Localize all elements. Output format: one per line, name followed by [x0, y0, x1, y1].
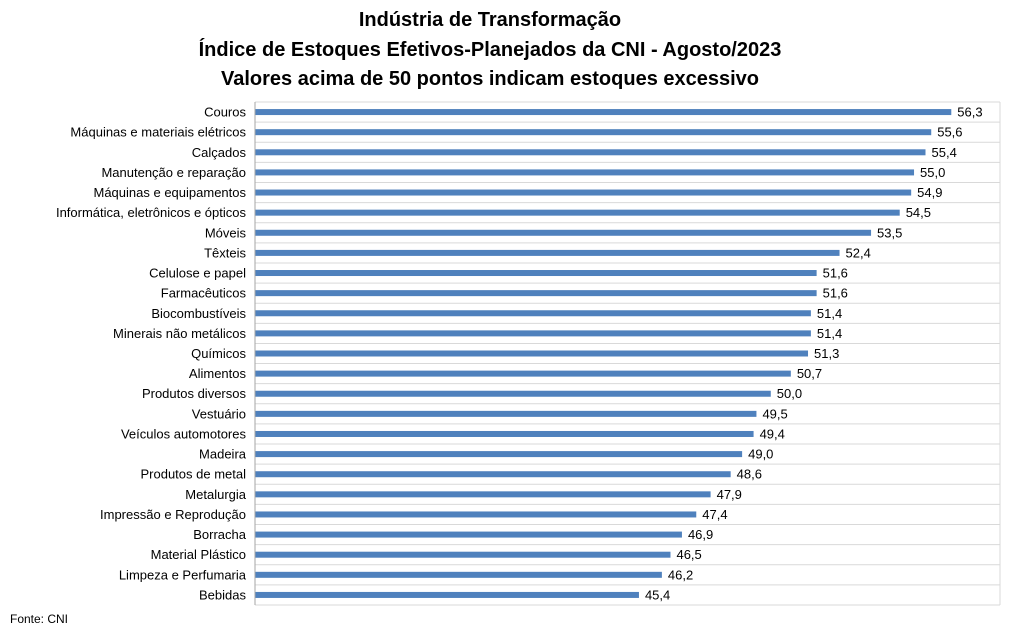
chart-title: Indústria de Transformação	[358, 9, 622, 31]
category-label: Celulose e papel	[149, 266, 246, 281]
bar	[255, 109, 952, 116]
bar	[255, 451, 743, 458]
category-label: Borracha	[193, 527, 247, 542]
category-label: Couros	[204, 105, 246, 120]
bar	[255, 270, 817, 277]
category-label: Químicos	[191, 346, 246, 361]
data-label: 55,6	[937, 125, 962, 140]
chart-subtitle-note: Valores acima de 50 pontos indicam estoq…	[220, 68, 760, 90]
data-label: 46,2	[668, 567, 693, 582]
category-label: Móveis	[205, 225, 247, 240]
data-label: 49,5	[762, 406, 787, 421]
category-label: Veículos automotores	[121, 426, 247, 441]
bar	[255, 430, 754, 437]
category-label: Material Plástico	[151, 547, 246, 562]
chart-subtitle: Índice de Estoques Efetivos-Planejados d…	[198, 39, 782, 61]
data-label: 48,6	[737, 467, 762, 482]
bar	[255, 370, 791, 377]
data-label: 46,9	[688, 527, 713, 542]
data-label: 49,4	[760, 426, 785, 441]
category-label: Têxteis	[204, 245, 246, 260]
bar	[255, 129, 932, 136]
category-label: Biocombustíveis	[151, 306, 246, 321]
category-label: Limpeza e Perfumaria	[119, 567, 247, 582]
category-label: Minerais não metálicos	[113, 326, 246, 341]
category-label: Impressão e Reprodução	[100, 507, 246, 522]
data-label: 47,4	[702, 507, 727, 522]
category-label: Madeira	[199, 447, 247, 462]
bar	[255, 169, 915, 176]
bar	[255, 591, 639, 598]
data-label: 51,6	[823, 286, 848, 301]
data-label: 55,0	[920, 165, 945, 180]
data-label: 49,0	[748, 447, 773, 462]
bar	[255, 571, 662, 578]
category-label: Manutenção e reparação	[101, 165, 246, 180]
category-label: Farmacêuticos	[161, 286, 247, 301]
bar	[255, 491, 711, 498]
bar	[255, 249, 840, 256]
bar	[255, 350, 809, 357]
bar	[255, 471, 731, 478]
data-label: 52,4	[846, 245, 871, 260]
category-label: Metalurgia	[185, 487, 246, 502]
category-label: Alimentos	[189, 366, 247, 381]
bar	[255, 310, 811, 317]
data-label: 53,5	[877, 225, 902, 240]
category-label: Bebidas	[199, 587, 246, 602]
data-label: 45,4	[645, 587, 670, 602]
data-label: 55,4	[932, 145, 957, 160]
bar	[255, 410, 757, 417]
data-label: 51,6	[823, 266, 848, 281]
data-label: 46,5	[676, 547, 701, 562]
category-label: Vestuário	[192, 406, 246, 421]
data-label: 50,0	[777, 386, 802, 401]
data-label: 47,9	[717, 487, 742, 502]
category-label: Máquinas e equipamentos	[94, 185, 247, 200]
bar	[255, 551, 671, 558]
bar	[255, 531, 682, 538]
data-label: 51,4	[817, 306, 842, 321]
category-label: Calçados	[192, 145, 247, 160]
bar	[255, 290, 817, 297]
bar	[255, 330, 811, 337]
bar	[255, 511, 697, 518]
data-label: 54,5	[906, 205, 931, 220]
category-label: Produtos de metal	[140, 467, 246, 482]
data-label: 51,4	[817, 326, 842, 341]
source-note: Fonte: CNI	[10, 612, 69, 626]
bar	[255, 390, 771, 397]
bar	[255, 189, 912, 196]
category-label: Produtos diversos	[142, 386, 247, 401]
category-label: Informática, eletrônicos e ópticos	[56, 205, 247, 220]
bar	[255, 209, 900, 216]
category-label: Máquinas e materiais elétricos	[70, 125, 246, 140]
data-label: 56,3	[957, 105, 982, 120]
data-label: 54,9	[917, 185, 942, 200]
bar	[255, 229, 872, 236]
bar	[255, 149, 926, 156]
data-label: 50,7	[797, 366, 822, 381]
data-label: 51,3	[814, 346, 839, 361]
